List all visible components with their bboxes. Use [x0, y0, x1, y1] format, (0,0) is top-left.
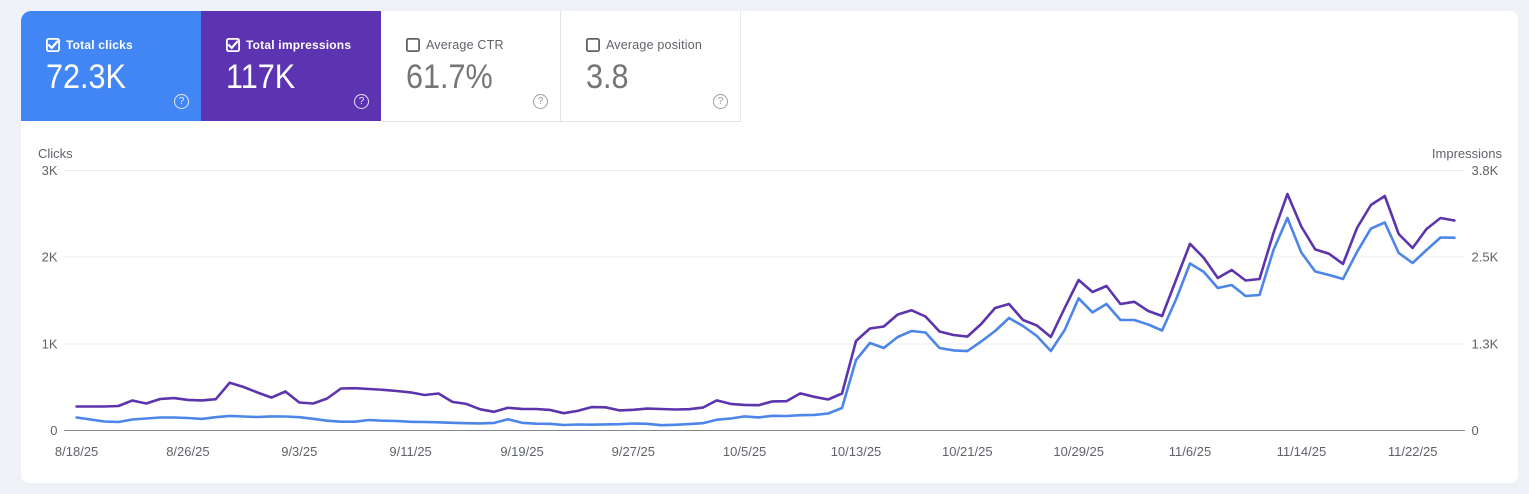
svg-text:11/6/25: 11/6/25 — [1169, 444, 1211, 459]
svg-text:10/5/25: 10/5/25 — [723, 444, 766, 459]
svg-text:8/18/25: 8/18/25 — [55, 444, 98, 459]
svg-text:3K: 3K — [42, 163, 58, 178]
svg-text:9/27/25: 9/27/25 — [612, 444, 655, 459]
svg-text:10/29/25: 10/29/25 — [1053, 444, 1104, 459]
svg-text:Impressions: Impressions — [1432, 146, 1503, 161]
svg-text:Clicks: Clicks — [38, 146, 73, 161]
svg-text:8/26/25: 8/26/25 — [166, 444, 209, 459]
svg-text:10/13/25: 10/13/25 — [831, 444, 882, 459]
svg-text:9/3/25: 9/3/25 — [281, 444, 317, 459]
svg-text:0: 0 — [1472, 423, 1479, 438]
svg-text:9/19/25: 9/19/25 — [500, 444, 543, 459]
svg-text:10/21/25: 10/21/25 — [942, 444, 993, 459]
svg-text:1K: 1K — [42, 336, 58, 351]
svg-text:3.8K: 3.8K — [1472, 163, 1499, 178]
svg-text:2.5K: 2.5K — [1472, 250, 1499, 265]
svg-text:2K: 2K — [42, 250, 58, 265]
svg-text:1.3K: 1.3K — [1472, 336, 1499, 351]
svg-text:9/11/25: 9/11/25 — [389, 444, 431, 459]
svg-text:0: 0 — [50, 423, 57, 438]
svg-text:11/14/25: 11/14/25 — [1277, 444, 1327, 459]
svg-text:11/22/25: 11/22/25 — [1388, 444, 1438, 459]
